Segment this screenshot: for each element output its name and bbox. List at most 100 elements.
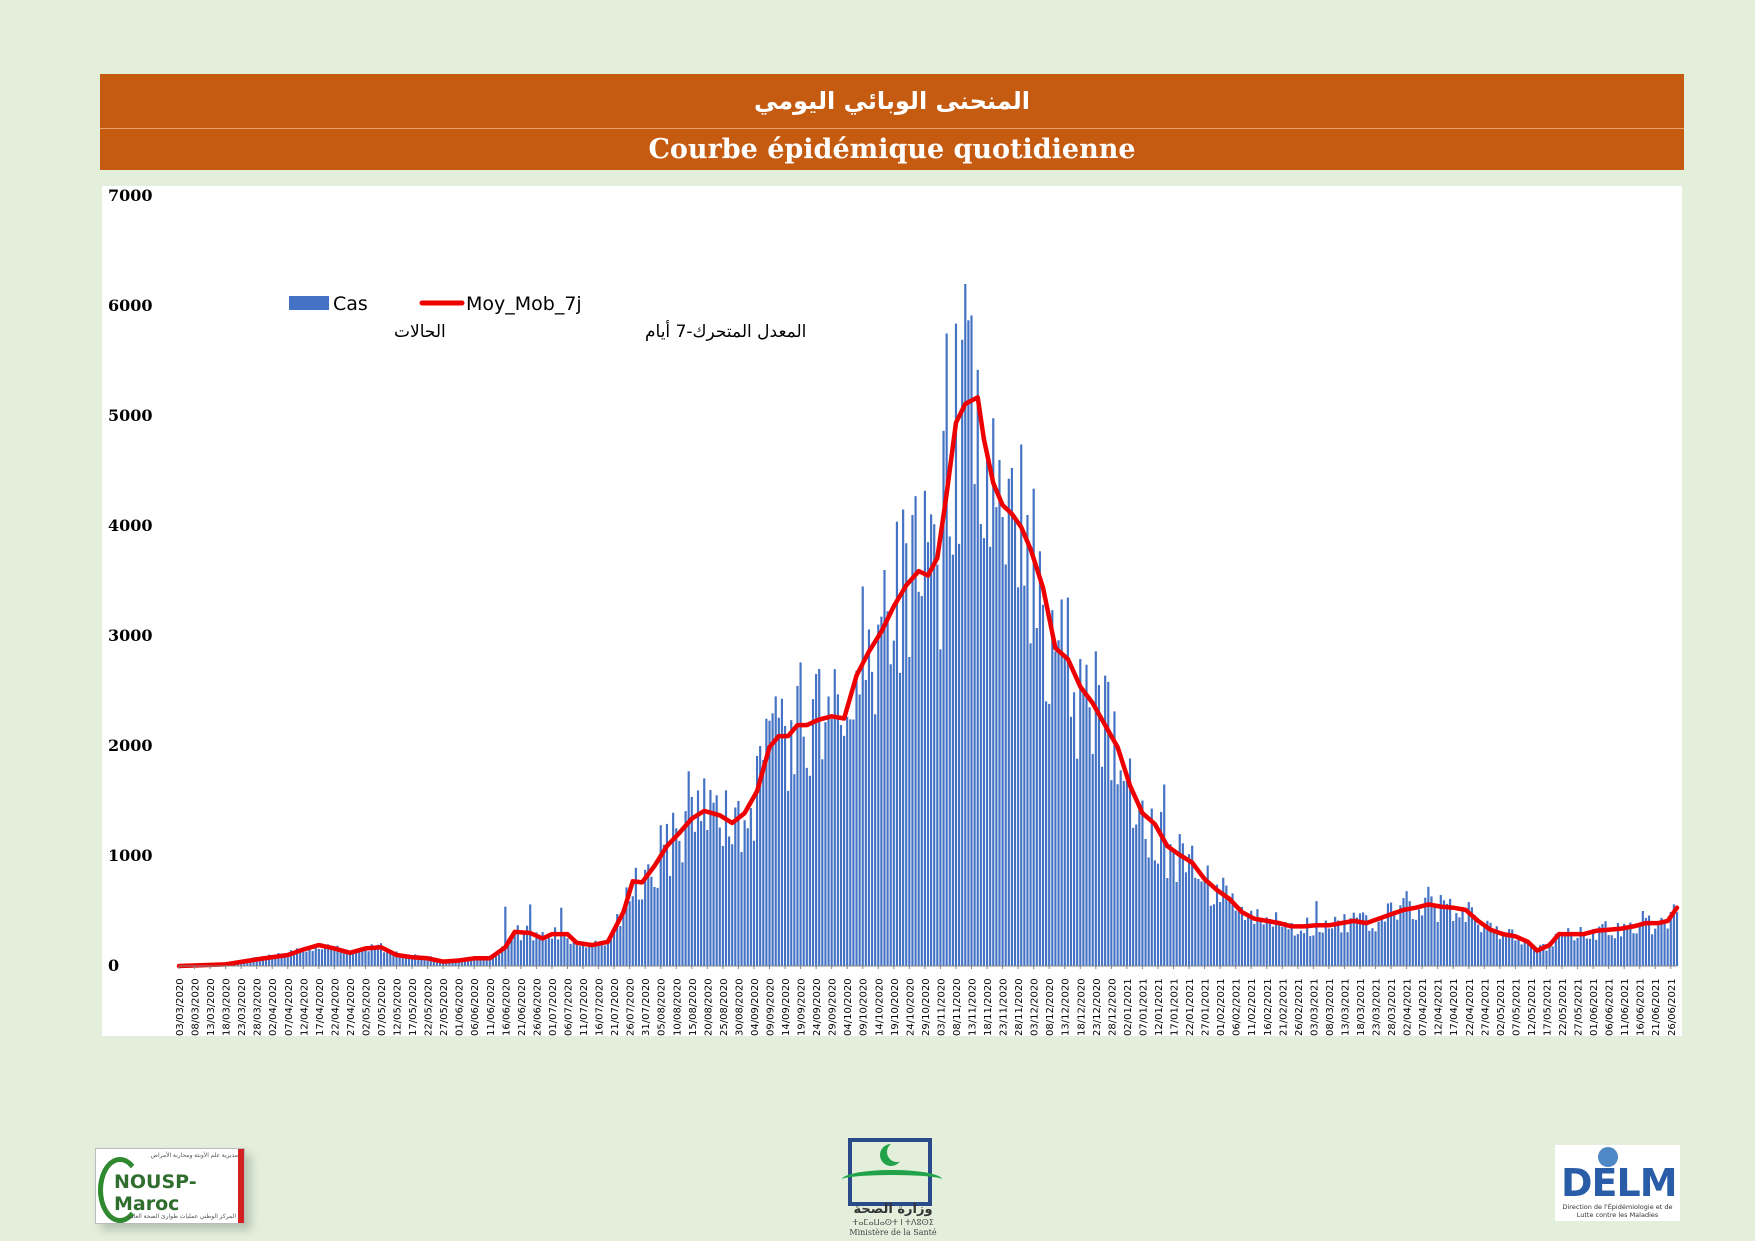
bar [1150,808,1153,966]
bar [1421,915,1424,966]
bar [1647,915,1651,966]
bar [572,940,575,966]
bar [1240,906,1243,966]
nousp-label: NOUSP-Maroc [114,1171,197,1215]
bar [870,671,874,966]
bar [1203,876,1206,966]
bar [1663,922,1666,966]
x-tick-label: 12/04/2020 [299,978,310,1036]
bar [1035,628,1038,966]
bar [351,952,355,966]
wave-icon [842,1170,942,1189]
bar [1259,919,1262,966]
x-tick-label: 14/10/2020 [874,978,885,1036]
bar [401,956,404,966]
bar [383,952,386,966]
x-tick-label: 26/02/2021 [1294,978,1305,1036]
x-tick-label: 12/04/2021 [1434,978,1445,1036]
bar [662,844,665,966]
bar [762,759,765,966]
bar [1408,901,1411,966]
bar [1181,843,1184,966]
bar [656,887,659,966]
bar [939,649,942,966]
bar [1343,914,1346,966]
bar [634,867,637,966]
x-tick-label: 22/01/2021 [1185,978,1196,1036]
x-tick-label: 20/08/2020 [703,978,714,1036]
bar [1085,664,1088,966]
nousp-red-bar [238,1149,244,1223]
bar [827,696,830,966]
bar [292,954,296,966]
x-tick-label: 09/09/2020 [766,978,777,1036]
x-tick-label: 08/03/2021 [1325,978,1336,1036]
bar [855,670,858,966]
bar [1013,515,1017,966]
bar [1274,912,1278,966]
bar [961,339,964,966]
bar [1265,917,1268,966]
bar [1290,922,1293,966]
x-tick-label: 12/05/2021 [1527,978,1538,1036]
y-tick-label: 0 [108,956,119,975]
x-tick-label: 24/10/2020 [905,978,916,1036]
bar [1439,895,1442,966]
bar [1020,444,1023,966]
nousp-logo: مديرية علم الأوبئة ومحاربة الأمراض NOUSP… [95,1148,245,1224]
x-tick-label: 29/09/2020 [828,978,839,1036]
bar [703,778,706,966]
x-tick-label: 31/07/2020 [641,978,652,1036]
bar [936,564,939,966]
bar [780,698,784,966]
x-tick-label: 11/02/2021 [1247,978,1258,1036]
bar [712,802,715,966]
y-tick-label: 6000 [108,296,153,315]
bar [1153,860,1156,966]
bar [395,951,398,966]
bar [1197,879,1200,966]
bar [1293,935,1296,966]
bar [327,944,330,966]
y-tick-label: 2000 [108,736,153,755]
bar [1048,703,1051,966]
bar [1604,921,1607,966]
x-tick-label: 02/05/2020 [362,978,373,1036]
bar [597,945,600,966]
bar [1299,930,1303,966]
x-tick-label: 06/06/2020 [470,978,481,1036]
y-tick-label: 1000 [108,846,153,865]
bar [746,828,749,966]
bar [1498,939,1501,966]
bar [752,840,756,966]
x-tick-label: 12/05/2020 [393,978,404,1036]
bar [815,673,818,966]
bar [802,736,805,966]
x-tick-label: 23/12/2020 [1092,978,1103,1036]
bar [1654,928,1657,966]
bar [805,767,808,966]
bar [1160,811,1163,966]
bar [852,719,855,966]
bar [696,790,700,966]
bar [364,950,367,966]
bar [693,831,696,966]
bar [783,726,787,966]
bar [550,938,554,966]
x-tick-label: 01/06/2020 [455,978,466,1036]
bar [575,942,578,966]
bar [1107,681,1110,966]
bar [355,951,358,966]
x-tick-label: 17/05/2021 [1543,978,1554,1036]
bar [1200,881,1203,966]
bar [1480,932,1483,966]
bar [628,901,631,966]
bar [1212,904,1216,966]
bar [398,956,401,966]
bar [1066,597,1069,966]
bar [1570,933,1573,966]
x-tick-label: 13/03/2020 [206,978,217,1036]
bar [1545,950,1548,966]
x-tick-label: 11/07/2020 [579,978,590,1036]
legend-swatch-cas [289,296,329,310]
